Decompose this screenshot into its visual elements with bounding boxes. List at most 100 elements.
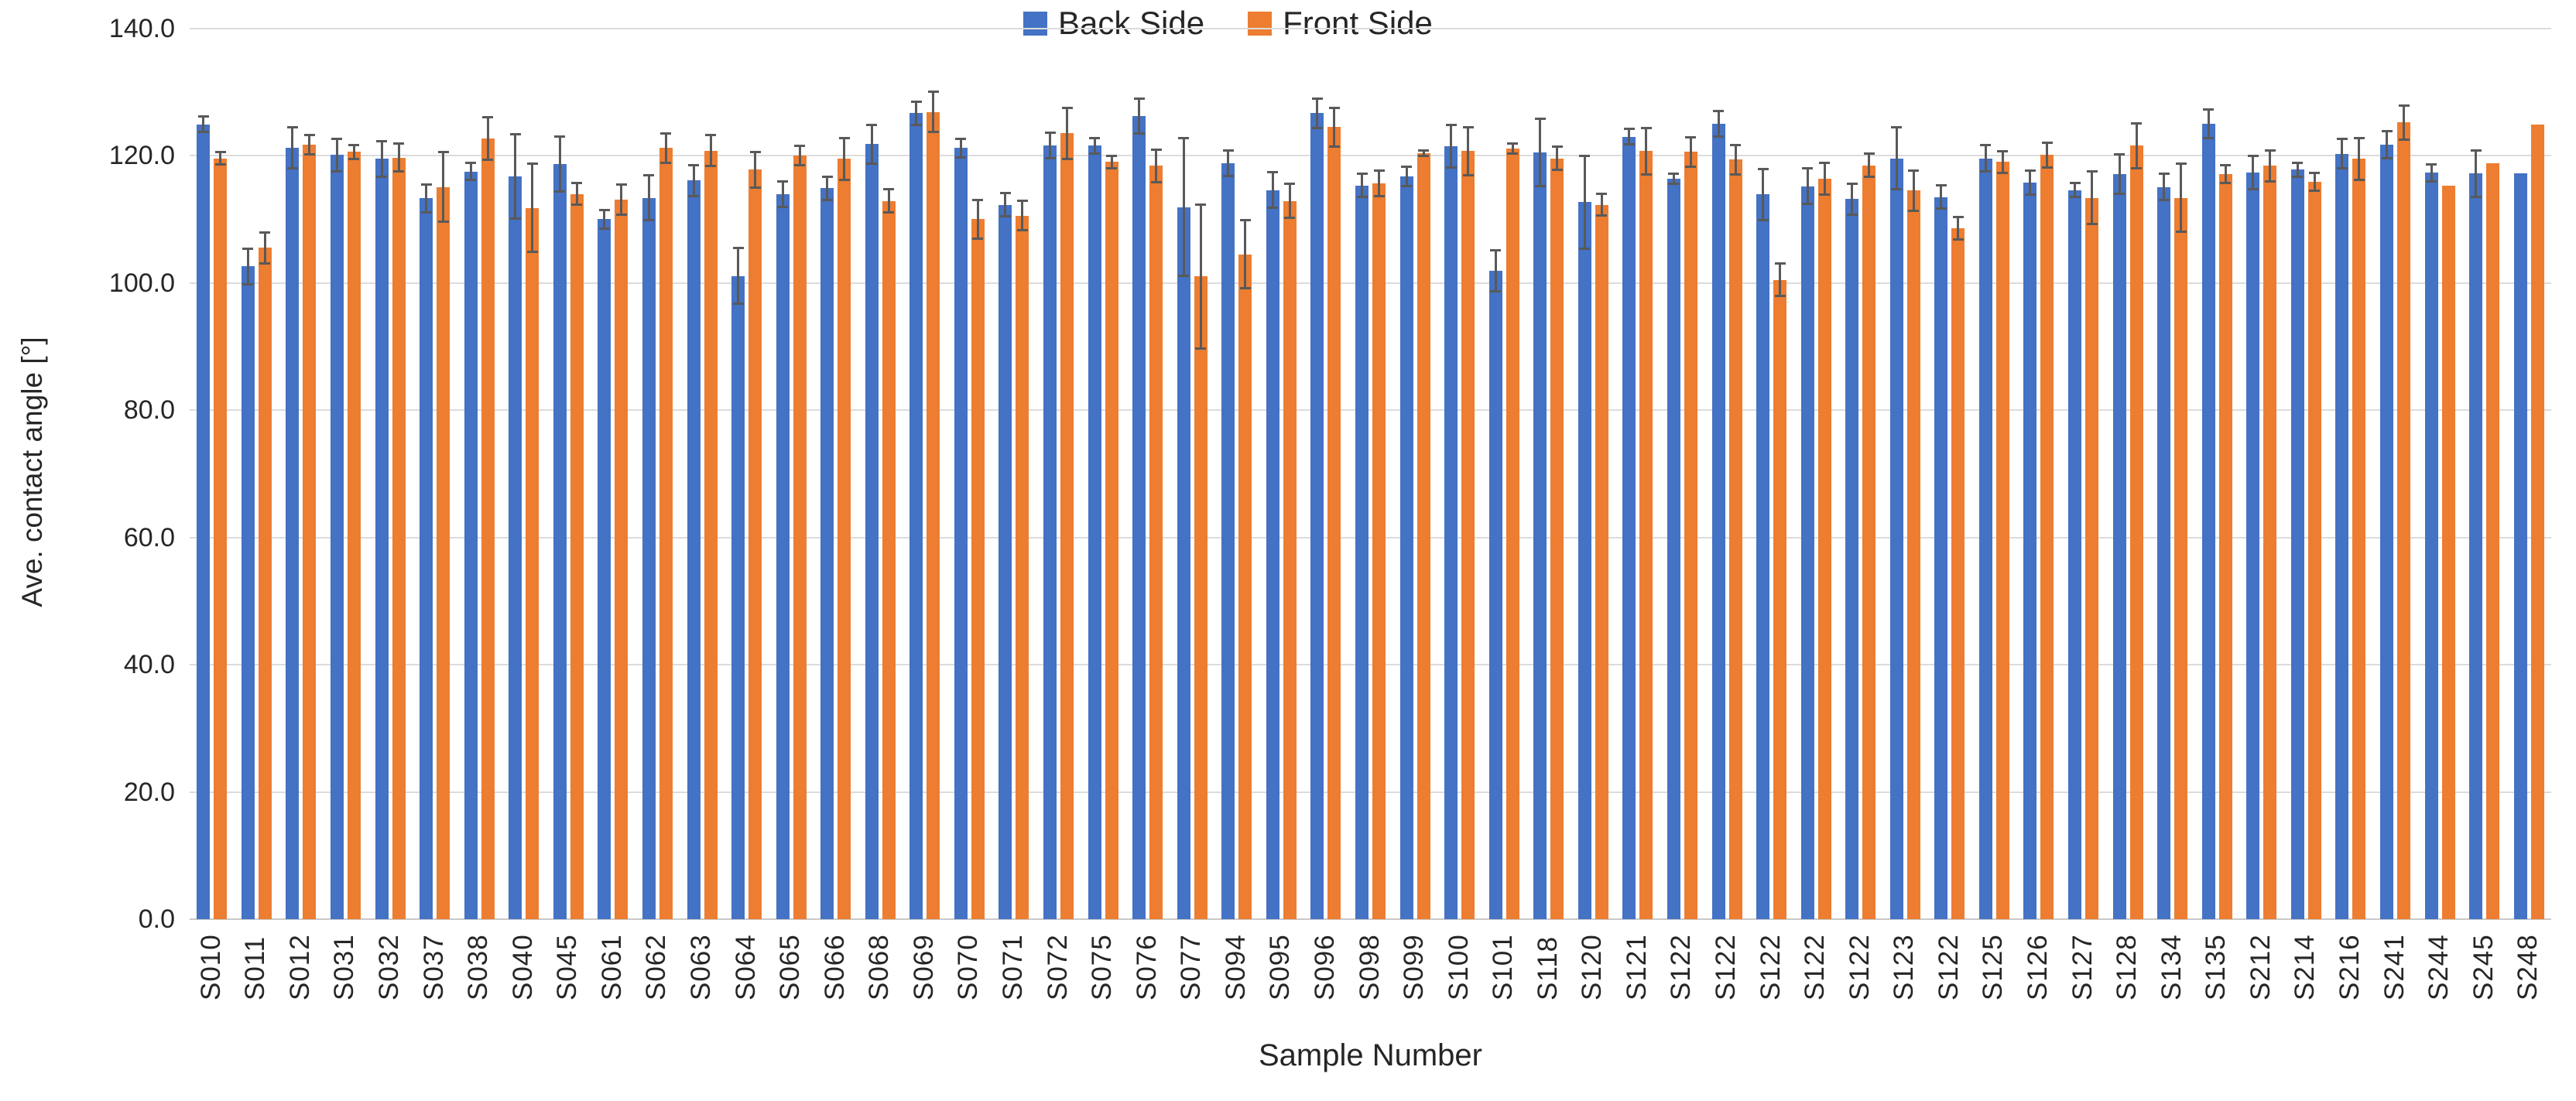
error-bar-back-side — [643, 174, 655, 221]
x-tick-label: S121 — [1621, 934, 1652, 1000]
gridline — [190, 536, 2551, 539]
bar-back-side — [330, 155, 344, 919]
x-tick-label: S241 — [2379, 934, 2410, 1000]
bar-back-side — [2424, 173, 2438, 919]
y-tick-label: 100.0 — [108, 268, 175, 298]
x-tick-label: S214 — [2290, 934, 2321, 1000]
error-bar-back-side — [910, 100, 922, 126]
x-tick-label: S012 — [284, 934, 315, 1000]
error-bar-back-side — [2069, 181, 2081, 199]
error-bar-back-side — [1935, 184, 1947, 210]
bar-back-side — [1934, 197, 1948, 919]
bar-front-side — [214, 158, 228, 919]
x-tick-label: S068 — [864, 934, 895, 1000]
x-tick-label: S125 — [1978, 934, 2009, 1000]
x-tick-label: S122 — [1666, 934, 1697, 1000]
bar-front-side — [1327, 127, 1341, 919]
x-tick-label: S216 — [2334, 934, 2365, 1000]
bar-front-side — [570, 193, 584, 919]
error-bar-back-side — [955, 138, 967, 159]
gridline — [190, 155, 2551, 157]
bar-back-side — [1533, 152, 1547, 919]
bar-front-side — [1550, 158, 1564, 919]
bar-back-side — [1177, 207, 1190, 919]
error-bar-front-side — [1150, 149, 1162, 183]
error-bar-back-side — [1713, 110, 1725, 138]
x-tick-label: S031 — [329, 934, 360, 1000]
bar-front-side — [2174, 197, 2188, 919]
bar-front-side — [659, 148, 673, 919]
x-tick-label: S212 — [2245, 934, 2276, 1000]
x-tick-label: S061 — [596, 934, 627, 1000]
error-bar-front-side — [214, 151, 226, 166]
bar-back-side — [1399, 176, 1413, 919]
error-bar-front-side — [749, 150, 761, 189]
x-tick-label: S065 — [775, 934, 806, 1000]
x-tick-label: S076 — [1131, 934, 1162, 1000]
bar-front-side — [615, 199, 629, 919]
error-bar-back-side — [509, 133, 521, 221]
x-tick-label: S122 — [1755, 934, 1786, 1000]
bar-front-side — [2218, 174, 2232, 919]
error-bar-front-side — [348, 143, 360, 160]
x-tick-label: S032 — [374, 934, 405, 1000]
y-tick-label: 20.0 — [123, 777, 175, 807]
x-tick-label: S122 — [1933, 934, 1964, 1000]
bar-back-side — [909, 113, 923, 919]
error-bar-front-side — [1106, 155, 1118, 169]
error-bar-back-side — [331, 138, 343, 173]
legend-label-back-side: Back Side — [1058, 5, 1205, 41]
error-bar-front-side — [1195, 203, 1207, 350]
error-bar-front-side — [482, 116, 494, 161]
bar-front-side — [2530, 124, 2544, 919]
x-tick-label: S066 — [819, 934, 850, 1000]
error-bar-front-side — [1239, 219, 1251, 289]
bar-front-side — [1238, 254, 1252, 919]
x-tick-label: S072 — [1042, 934, 1073, 1000]
x-tick-label: S010 — [195, 934, 226, 1000]
error-bar-front-side — [303, 134, 315, 156]
bar-back-side — [241, 266, 255, 919]
bar-front-side — [1283, 200, 1297, 919]
bar-back-side — [2246, 173, 2260, 919]
bar-back-side — [2335, 153, 2349, 919]
error-bar-front-side — [1284, 182, 1296, 220]
error-bar-back-side — [242, 247, 254, 286]
x-tick-label: S118 — [1532, 935, 1563, 1000]
error-bar-back-side — [1267, 170, 1279, 210]
bar-front-side — [1016, 215, 1029, 919]
x-tick-label: S134 — [2156, 934, 2187, 1000]
x-tick-label: S122 — [1800, 934, 1831, 1000]
legend-item-back-side: Back Side — [1023, 5, 1204, 42]
error-bar-front-side — [1462, 125, 1474, 177]
error-bar-back-side — [1846, 182, 1858, 216]
error-bar-front-side — [259, 231, 271, 265]
gridline — [190, 664, 2551, 666]
bar-front-side — [704, 150, 718, 919]
bar-back-side — [1577, 202, 1591, 919]
bar-back-side — [2068, 190, 2082, 919]
error-bar-front-side — [526, 162, 538, 254]
error-bar-back-side — [1623, 128, 1635, 146]
legend: Back Side Front Side — [1023, 5, 1433, 42]
bar-front-side — [882, 200, 896, 919]
bar-back-side — [1043, 145, 1057, 919]
error-bar-back-side — [197, 115, 209, 134]
error-bar-front-side — [615, 183, 627, 216]
error-bar-back-side — [1401, 165, 1413, 187]
bar-front-side — [347, 152, 361, 919]
bar-front-side — [1372, 183, 1386, 919]
error-bar-front-side — [2175, 162, 2187, 233]
x-tick-label: S245 — [2468, 934, 2499, 1000]
error-bar-front-side — [2353, 136, 2365, 182]
x-tick-label: S062 — [641, 934, 672, 1000]
bar-back-side — [2469, 173, 2483, 919]
bar-back-side — [1355, 185, 1368, 919]
error-bar-back-side — [2381, 130, 2393, 160]
bar-back-side — [999, 204, 1012, 919]
error-bar-back-side — [598, 208, 610, 231]
x-tick-label: S123 — [1889, 934, 1920, 1000]
bar-front-side — [1684, 152, 1697, 919]
bar-front-side — [1105, 162, 1118, 919]
bar-back-side — [1711, 124, 1725, 919]
